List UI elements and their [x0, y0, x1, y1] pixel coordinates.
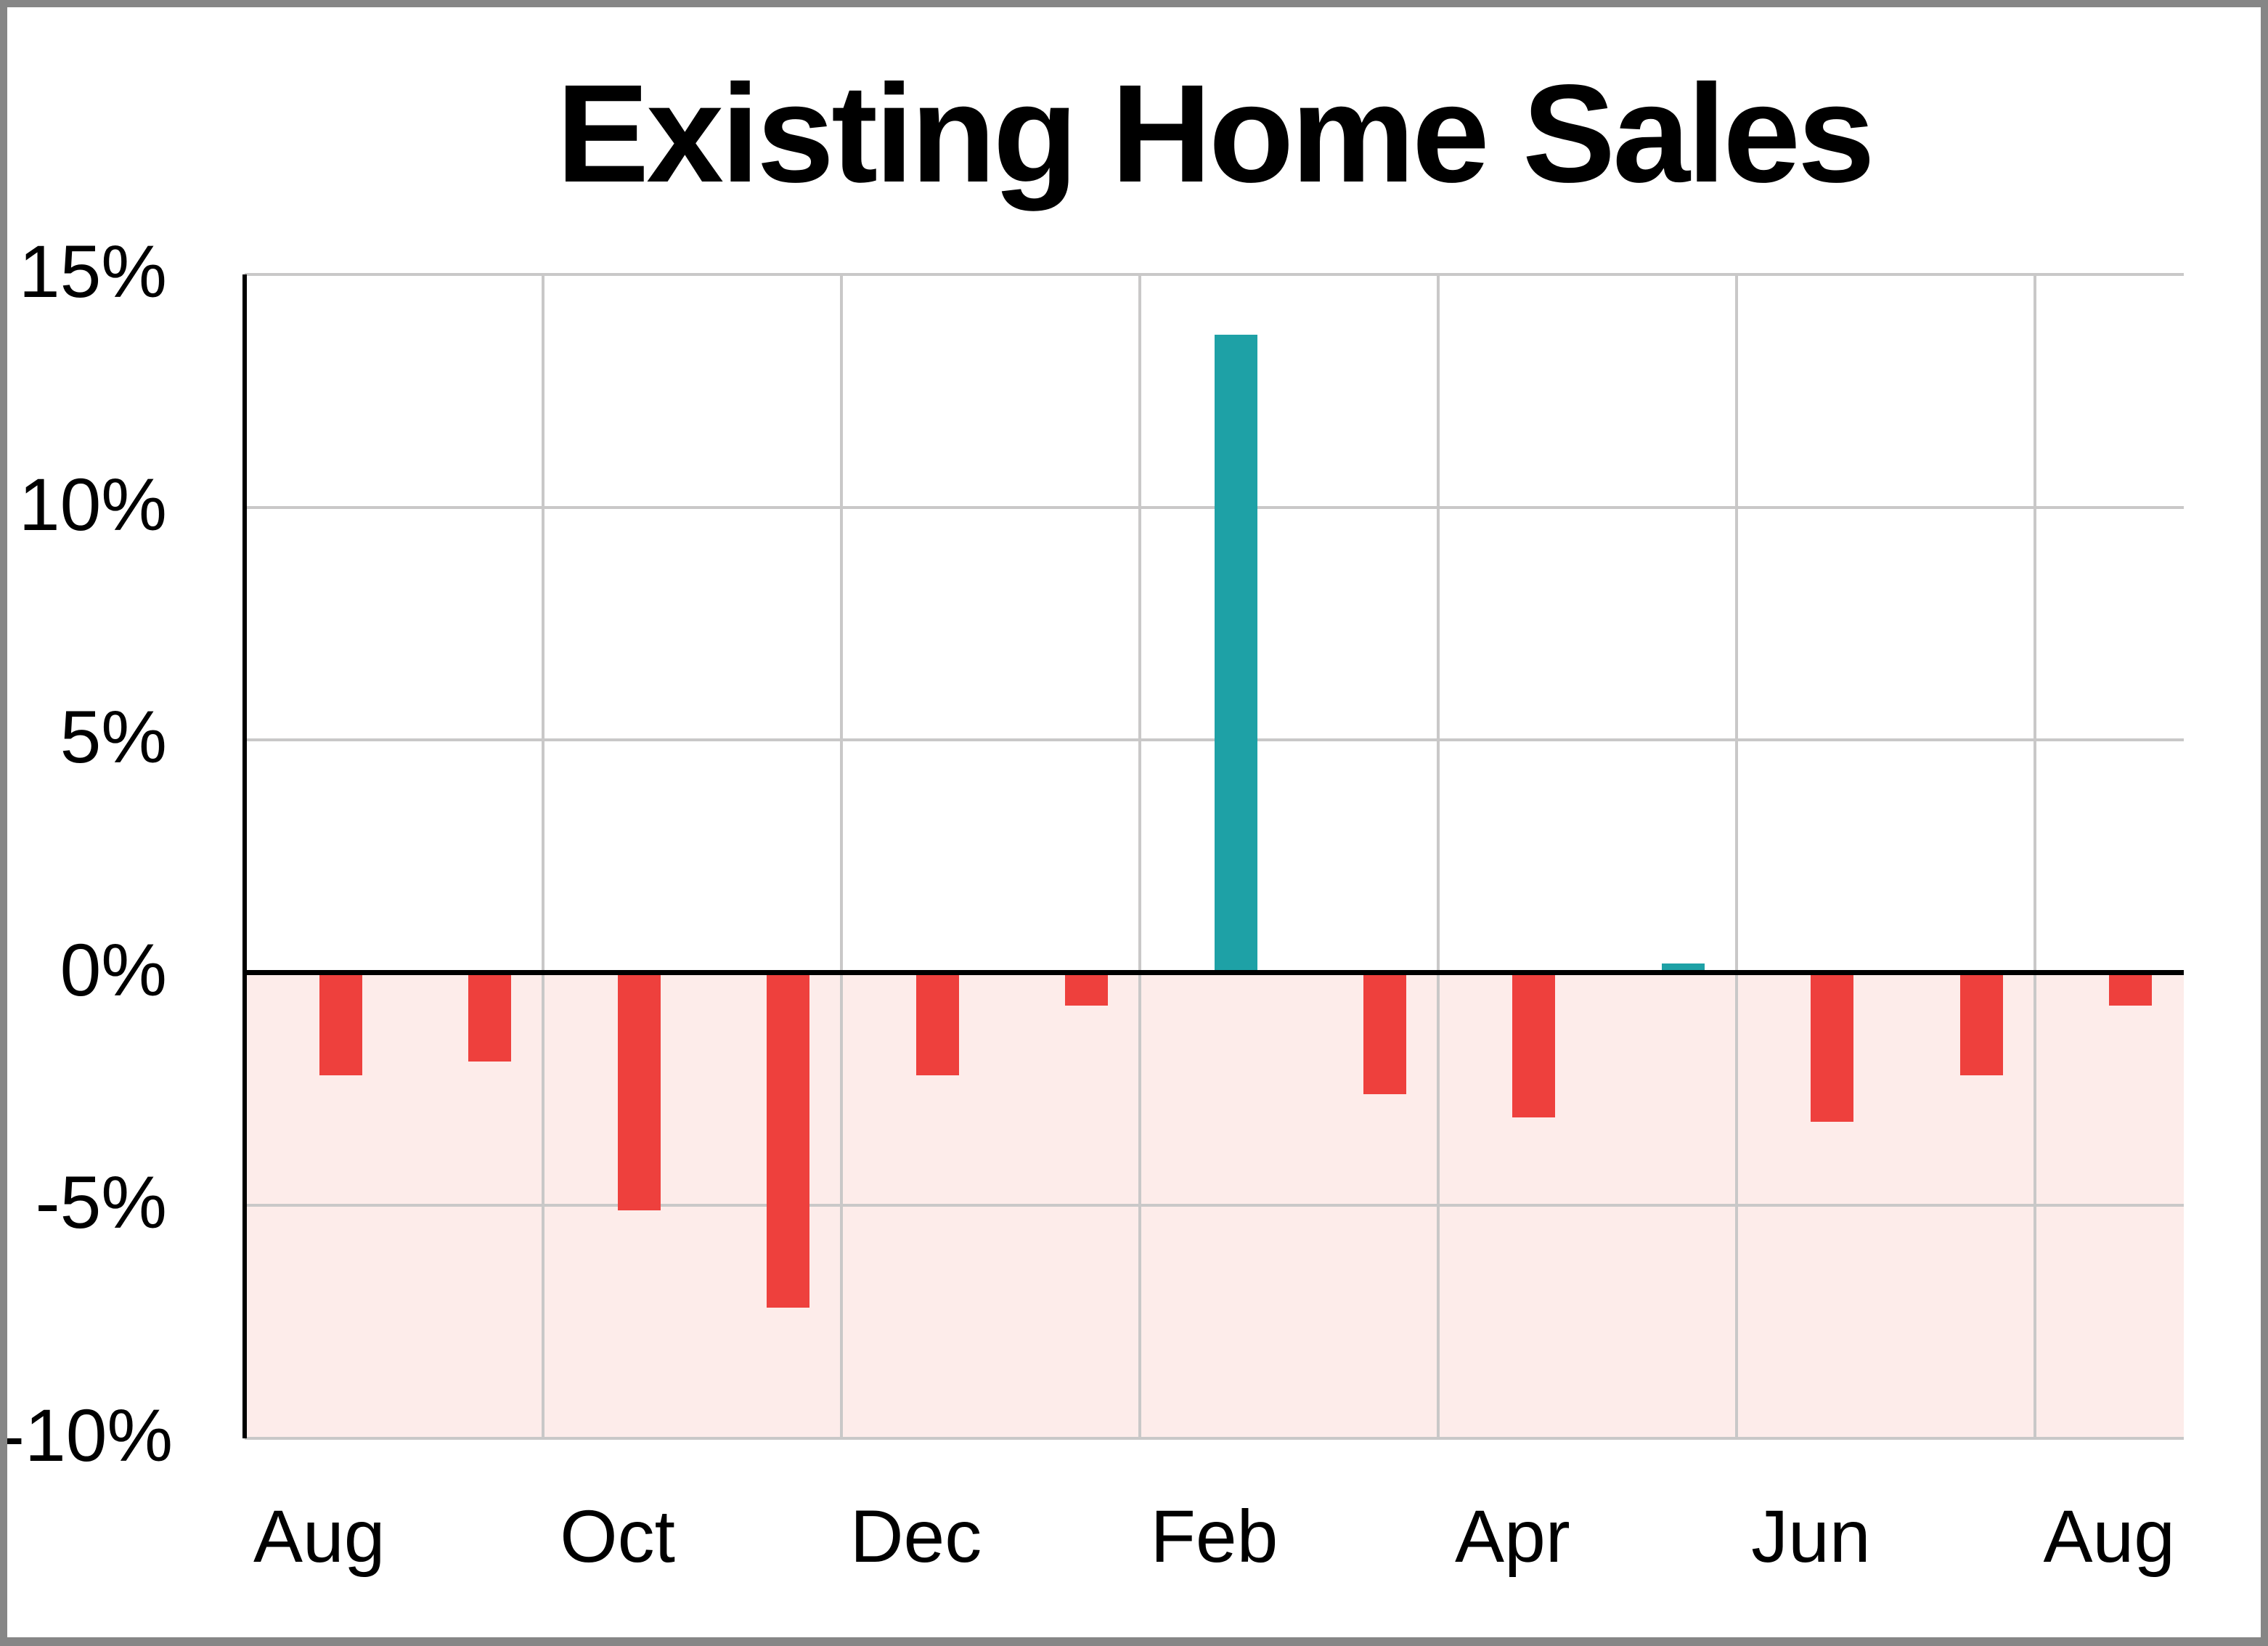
y-tick-label--10: -10% [0, 1394, 174, 1477]
bar-nov-3 [767, 972, 810, 1308]
y-tick-label-10: 10% [18, 463, 167, 546]
x-tick-label-oct-2: Oct [560, 1495, 675, 1578]
x-tick-label-dec-4: Dec [849, 1495, 982, 1578]
bar-aug-0 [319, 972, 362, 1075]
y-tick-label-5: 5% [60, 696, 167, 779]
bar-mar-7 [1363, 972, 1406, 1094]
vertical-gridline [541, 274, 544, 1438]
vertical-gridline [1138, 274, 1141, 1438]
bar-aug-12 [2109, 972, 2153, 1006]
y-tick-label-15: 15% [18, 230, 167, 313]
bar-feb-6 [1214, 335, 1257, 973]
x-tick-label-aug-0: Aug [253, 1495, 386, 1578]
x-tick-label-jun-10: Jun [1751, 1495, 1871, 1578]
horizontal-gridline [245, 273, 2184, 276]
y-tick-label--5: -5% [35, 1161, 167, 1244]
y-axis-line [242, 274, 247, 1438]
bar-jan-5 [1065, 972, 1109, 1006]
bar-apr-8 [1512, 972, 1556, 1117]
vertical-gridline [1734, 274, 1738, 1438]
bar-oct-2 [617, 972, 661, 1210]
horizontal-gridline [245, 1204, 2184, 1207]
horizontal-gridline [245, 1437, 2184, 1440]
vertical-gridline [839, 274, 843, 1438]
bar-jun-10 [1811, 972, 1854, 1122]
zero-axis-line [245, 970, 2184, 976]
y-tick-label-0: 0% [60, 928, 167, 1011]
x-tick-label-aug-12: Aug [2043, 1495, 2176, 1578]
x-tick-label-feb-6: Feb [1150, 1495, 1278, 1578]
x-tick-label-apr-8: Apr [1455, 1495, 1570, 1578]
vertical-gridline [2033, 274, 2036, 1438]
vertical-gridline [1436, 274, 1440, 1438]
chart-title: Existing Home Sales [556, 55, 1875, 211]
bar-jul-11 [1959, 972, 2003, 1075]
bar-sep-1 [468, 972, 512, 1062]
bar-dec-4 [915, 972, 959, 1075]
